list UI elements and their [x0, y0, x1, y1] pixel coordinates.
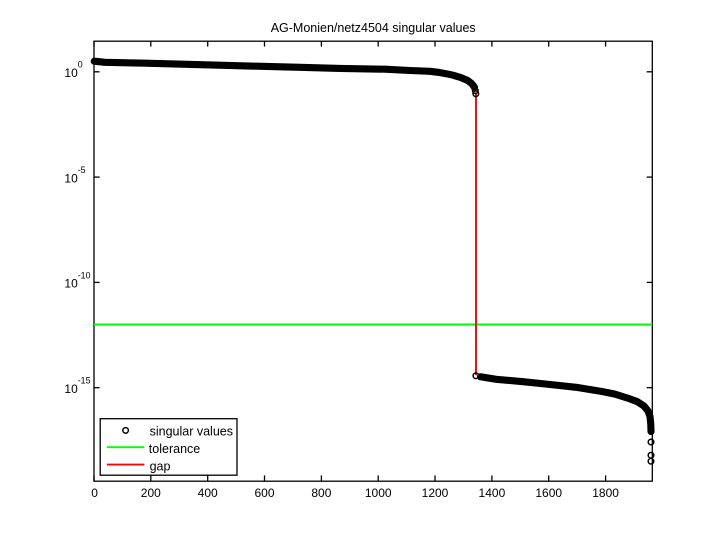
- svg-text:200: 200: [141, 486, 161, 500]
- svg-text:AG-Monien/netz4504 singular va: AG-Monien/netz4504 singular values: [271, 21, 476, 35]
- svg-text:10-15: 10-15: [64, 376, 90, 396]
- svg-text:600: 600: [254, 486, 274, 500]
- svg-text:10-5: 10-5: [64, 165, 85, 185]
- svg-text:800: 800: [311, 486, 331, 500]
- svg-text:1000: 1000: [365, 486, 392, 500]
- svg-text:1200: 1200: [422, 486, 449, 500]
- svg-text:400: 400: [198, 486, 218, 500]
- svg-text:singular values: singular values: [150, 424, 233, 438]
- svg-text:10-10: 10-10: [64, 270, 90, 290]
- svg-text:100: 100: [64, 60, 82, 80]
- svg-text:tolerance: tolerance: [149, 442, 200, 456]
- svg-text:gap: gap: [150, 459, 171, 473]
- svg-text:0: 0: [91, 486, 98, 500]
- svg-text:1800: 1800: [592, 486, 619, 500]
- svg-text:1600: 1600: [535, 486, 562, 500]
- svg-text:1400: 1400: [479, 486, 506, 500]
